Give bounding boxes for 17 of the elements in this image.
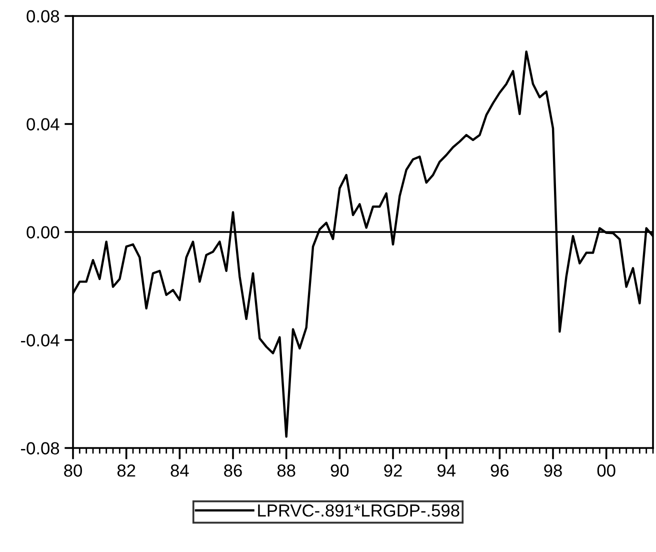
- x-tick-label: 94: [437, 464, 456, 477]
- x-tick-label: 86: [224, 464, 242, 477]
- x-tick-label: 80: [64, 464, 82, 477]
- x-tick-label: 92: [384, 464, 402, 477]
- x-tick-label: 98: [544, 464, 562, 477]
- x-tick-label: 88: [277, 464, 296, 477]
- x-tick-label: 84: [170, 464, 189, 477]
- y-tick-label: 0.00: [26, 226, 60, 238]
- x-tick-label: 96: [490, 464, 509, 477]
- y-tick-label: 0.08: [26, 10, 60, 22]
- legend-label: LPRVC-.891*LRGDP-.598: [258, 504, 460, 517]
- y-tick-label: -0.04: [21, 334, 60, 346]
- y-tick-label: 0.04: [26, 118, 60, 130]
- x-tick-label: 82: [117, 464, 136, 477]
- x-tick-label: 90: [330, 464, 349, 477]
- x-tick-label: 00: [597, 464, 616, 477]
- y-tick-label: -0.08: [21, 442, 60, 454]
